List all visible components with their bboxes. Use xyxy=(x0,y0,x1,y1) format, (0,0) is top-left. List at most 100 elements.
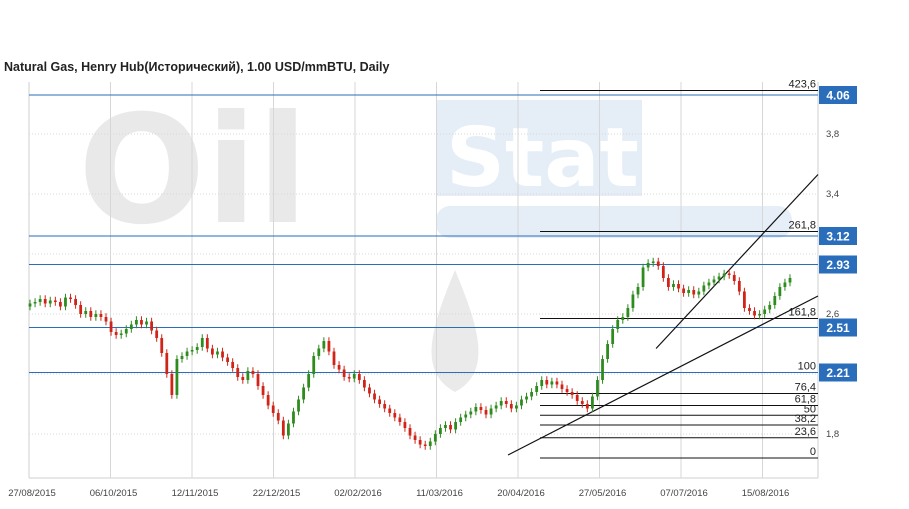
candle-down xyxy=(99,314,103,317)
trend-line xyxy=(655,174,819,349)
price-badge xyxy=(819,363,857,382)
candle-down xyxy=(403,422,407,428)
candle-down xyxy=(114,332,118,335)
candle-down xyxy=(408,428,412,436)
candle-up xyxy=(38,299,42,302)
candle-down xyxy=(682,288,685,293)
candle-up xyxy=(651,261,655,263)
candle-down xyxy=(555,381,559,385)
candle-down xyxy=(69,297,72,299)
candle-down xyxy=(727,273,731,275)
candle-down xyxy=(79,305,83,314)
candle-down xyxy=(109,321,113,332)
candle-up xyxy=(687,290,691,293)
fib-level-label: 161,8 xyxy=(788,307,816,319)
candle-down xyxy=(327,341,331,352)
candle-up xyxy=(428,441,432,446)
candle-down xyxy=(753,311,756,316)
candle-up xyxy=(216,351,219,355)
trend-lines xyxy=(507,174,819,456)
candle-up xyxy=(631,294,635,308)
candle-down xyxy=(423,444,427,446)
candle-up xyxy=(454,422,457,430)
candle-down xyxy=(231,362,235,368)
candle-down xyxy=(418,440,422,445)
candle-up xyxy=(530,392,533,397)
x-tick-label: 06/10/2015 xyxy=(90,488,138,499)
candle-down xyxy=(743,291,746,308)
price-badge-label: 3.12 xyxy=(826,230,850,244)
fib-level-label: 76,4 xyxy=(795,382,816,394)
fib-level-label: 423,6 xyxy=(788,79,816,91)
candle-down xyxy=(89,311,93,317)
candles xyxy=(28,257,792,450)
candle-down xyxy=(256,374,260,386)
candle-down xyxy=(221,351,224,358)
x-tick-label: 15/08/2016 xyxy=(742,488,790,499)
price-badge-label: 2.51 xyxy=(826,321,850,335)
x-tick-label: 11/03/2016 xyxy=(416,488,463,499)
candle-up xyxy=(788,278,792,283)
candle-down xyxy=(479,407,483,410)
candle-up xyxy=(317,348,321,356)
oilstat-watermark: Oil Stat xyxy=(78,84,792,392)
candle-down xyxy=(363,380,366,388)
candle-down xyxy=(667,278,670,287)
candle-up xyxy=(135,320,138,325)
candle-down xyxy=(378,399,381,404)
candle-up xyxy=(494,405,498,409)
candle-up xyxy=(119,333,123,335)
candle-up xyxy=(712,279,716,283)
candle-up xyxy=(292,411,295,424)
candle-down xyxy=(504,401,508,404)
candle-down xyxy=(53,300,57,302)
candle-up xyxy=(606,344,609,359)
fib-level-label: 261,8 xyxy=(788,220,816,232)
candle-down xyxy=(565,389,569,392)
candle-up xyxy=(287,423,290,436)
candle-up xyxy=(145,321,148,325)
candle-down xyxy=(271,405,275,413)
candle-down xyxy=(373,393,376,400)
candle-up xyxy=(646,263,650,268)
candle-down xyxy=(575,395,579,401)
fib-level-label: 61,8 xyxy=(795,394,816,406)
candle-up xyxy=(302,387,305,400)
watermark-drop-icon xyxy=(431,270,479,392)
candle-up xyxy=(439,428,442,434)
x-tick-label: 02/02/2016 xyxy=(334,488,382,499)
candle-up xyxy=(778,287,782,296)
candle-up xyxy=(307,374,311,388)
candle-down xyxy=(393,413,397,418)
candle-up xyxy=(616,320,620,329)
price-badge xyxy=(819,86,857,104)
candle-down xyxy=(205,338,209,349)
x-tick-label: 27/05/2016 xyxy=(579,488,627,499)
candle-down xyxy=(140,320,143,325)
watermark-right-text: Stat xyxy=(446,111,639,206)
candle-up xyxy=(641,267,645,287)
price-levels xyxy=(29,94,818,373)
candle-up xyxy=(626,308,630,317)
candle-up xyxy=(601,359,604,380)
candle-down xyxy=(261,386,265,395)
candle-up xyxy=(180,356,184,359)
fib-level-label: 50 xyxy=(804,403,816,415)
grid-lines xyxy=(29,82,818,478)
candle-down xyxy=(413,435,417,440)
candle-up xyxy=(84,311,88,314)
candle-up xyxy=(783,282,787,287)
candle-up xyxy=(636,287,640,295)
candle-down xyxy=(165,353,169,374)
candle-down xyxy=(160,338,164,353)
candle-up xyxy=(433,434,437,442)
trend-line xyxy=(507,295,819,456)
x-tick-label: 20/04/2016 xyxy=(497,488,545,499)
price-badge xyxy=(819,255,857,274)
candle-down xyxy=(748,308,751,311)
candle-down xyxy=(585,404,589,409)
candle-up xyxy=(190,350,194,352)
candle-up xyxy=(444,425,447,428)
candle-up xyxy=(621,317,625,320)
candle-up xyxy=(515,405,518,409)
